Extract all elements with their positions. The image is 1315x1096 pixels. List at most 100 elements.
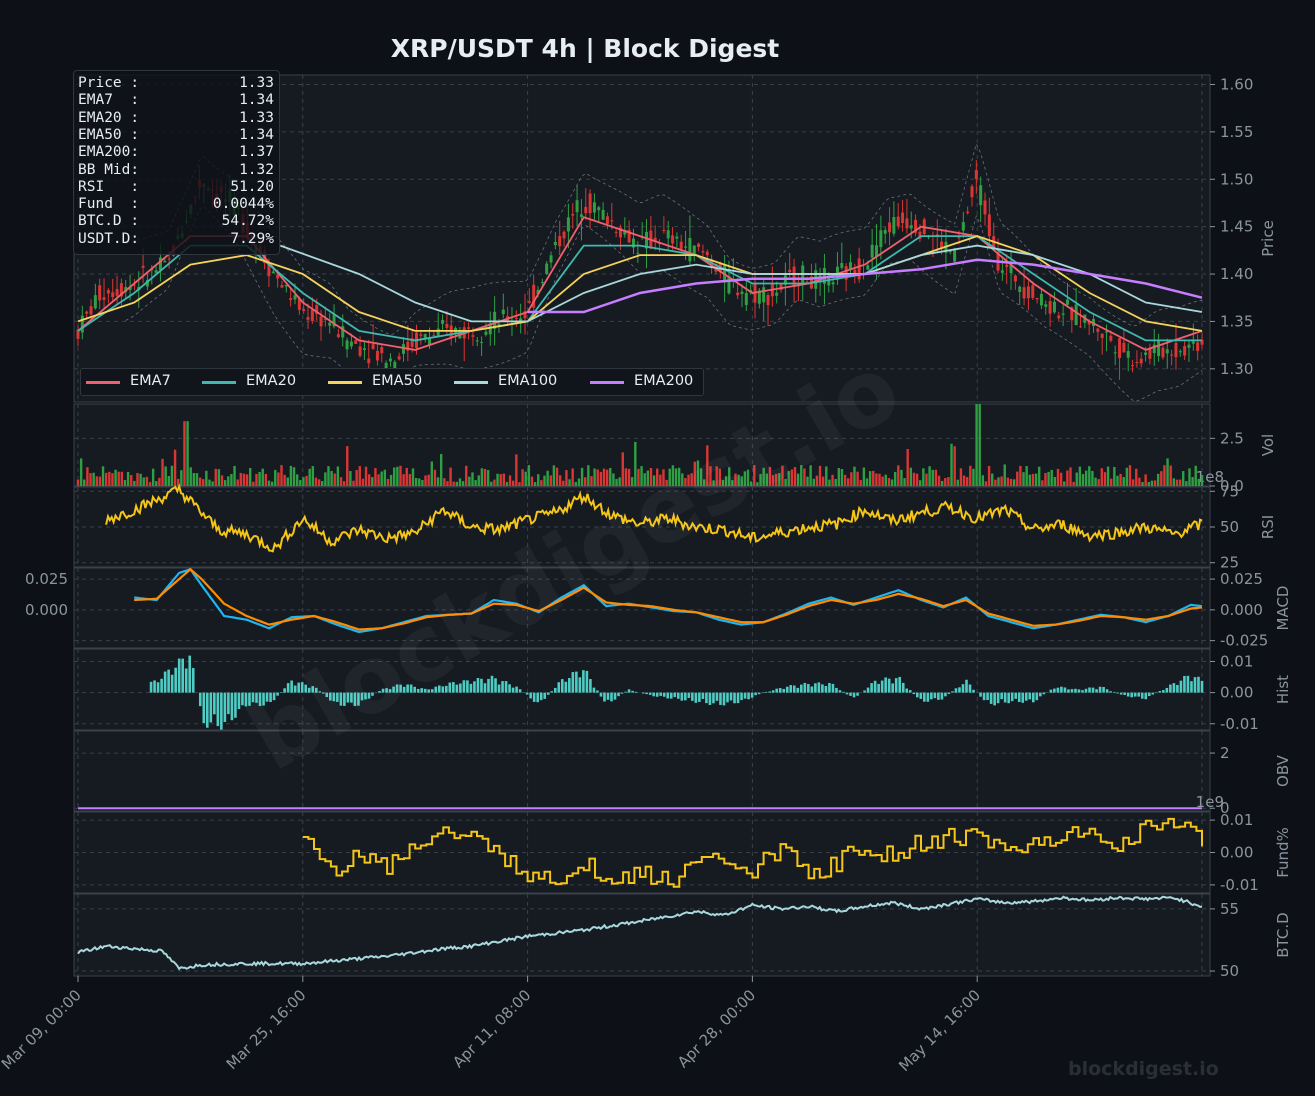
volume-bar bbox=[1175, 479, 1179, 486]
volume-bar bbox=[706, 445, 709, 486]
candle-body bbox=[93, 295, 97, 309]
info-key: BTC.D : bbox=[78, 213, 140, 230]
volume-bar bbox=[630, 477, 634, 486]
hist-bar bbox=[508, 684, 511, 693]
volume-bar bbox=[715, 466, 718, 486]
hist-bar bbox=[1176, 684, 1179, 693]
volume-bar bbox=[862, 467, 866, 486]
volume-bar bbox=[389, 474, 393, 486]
hist-bar bbox=[283, 688, 286, 693]
volume-bar bbox=[1025, 466, 1028, 486]
candle-body bbox=[679, 241, 683, 249]
volume-bar bbox=[1022, 472, 1025, 486]
volume-bar bbox=[173, 449, 177, 486]
hist-bar bbox=[782, 688, 786, 693]
candle-body bbox=[840, 263, 844, 268]
volume-bar bbox=[424, 475, 427, 486]
volume-bar bbox=[837, 468, 841, 486]
hist-bar bbox=[220, 692, 223, 730]
volume-bar bbox=[158, 477, 161, 486]
hist-bar bbox=[255, 692, 258, 703]
hist-bar bbox=[466, 680, 469, 693]
candle-body bbox=[814, 270, 818, 289]
volume-bar bbox=[89, 473, 92, 486]
volume-bar bbox=[330, 470, 333, 486]
candle-body bbox=[284, 284, 288, 287]
candle-body bbox=[319, 316, 323, 327]
info-key: EMA200: bbox=[78, 144, 140, 161]
hist-bar bbox=[1140, 692, 1144, 699]
hist-bar bbox=[553, 687, 557, 693]
volume-bar bbox=[130, 474, 133, 486]
candle-body bbox=[1196, 342, 1200, 351]
volume-bar bbox=[856, 471, 859, 486]
candle-body bbox=[532, 284, 536, 308]
volume-bar bbox=[900, 469, 903, 486]
hist-bar bbox=[880, 680, 884, 693]
hist-bar bbox=[1169, 684, 1172, 693]
hist-bar bbox=[958, 687, 961, 693]
hist-bar bbox=[311, 686, 315, 693]
volume-bar bbox=[295, 474, 299, 486]
volume-bar bbox=[574, 482, 578, 486]
candle-body bbox=[1022, 287, 1026, 299]
candle-body bbox=[388, 358, 392, 362]
candle-body bbox=[267, 262, 271, 277]
candle-body bbox=[336, 334, 340, 337]
candle-body bbox=[614, 231, 618, 233]
volume-bar bbox=[997, 477, 1000, 486]
volume-bar bbox=[114, 469, 117, 486]
hist-bar bbox=[385, 688, 388, 693]
volume-bar bbox=[687, 474, 690, 486]
y-tick-label: 0.01 bbox=[1220, 652, 1253, 670]
candle-body bbox=[124, 287, 128, 292]
hist-bar bbox=[631, 690, 634, 693]
hist-bar bbox=[1056, 687, 1060, 693]
candle-body bbox=[1018, 286, 1022, 292]
hist-bar bbox=[388, 689, 392, 693]
volume-bar bbox=[336, 466, 340, 486]
legend-label: EMA50 bbox=[372, 373, 423, 389]
volume-bar bbox=[803, 468, 806, 486]
volume-bar bbox=[324, 472, 327, 486]
candle-body bbox=[1178, 351, 1182, 353]
candle-body bbox=[645, 232, 649, 249]
y-tick-label: 55 bbox=[1220, 900, 1239, 918]
candle-body bbox=[788, 269, 792, 273]
candle-body bbox=[662, 229, 666, 231]
candle-body bbox=[293, 295, 297, 300]
hist-bar bbox=[1063, 687, 1067, 693]
candle-body bbox=[85, 311, 89, 314]
volume-bar bbox=[909, 467, 913, 486]
volume-bar bbox=[843, 474, 847, 486]
candle-body bbox=[349, 341, 353, 347]
volume-bar bbox=[1028, 474, 1031, 486]
y-tick-label: 50 bbox=[1220, 962, 1239, 980]
candle-body bbox=[618, 227, 622, 238]
candle-body bbox=[684, 246, 688, 248]
y-tick-label: 0.0 bbox=[1220, 477, 1244, 495]
hist-bar bbox=[473, 681, 476, 693]
volume-bar bbox=[903, 478, 906, 486]
hist-bar bbox=[434, 686, 438, 693]
volume-bar bbox=[991, 473, 994, 486]
volume-bar bbox=[126, 471, 130, 486]
volume-bar bbox=[508, 475, 512, 486]
candle-body bbox=[341, 326, 345, 338]
hist-bar bbox=[490, 675, 494, 693]
volume-bar bbox=[1056, 468, 1060, 486]
volume-bar bbox=[580, 467, 584, 486]
volume-bar bbox=[809, 465, 812, 486]
candle-body bbox=[588, 193, 592, 214]
hist-bar bbox=[891, 683, 894, 693]
candle-body bbox=[1113, 352, 1117, 354]
volume-bar bbox=[399, 465, 402, 486]
hist-bar bbox=[350, 692, 353, 703]
candle-body bbox=[523, 311, 527, 319]
hist-bar bbox=[592, 687, 596, 693]
y-tick-label: 0 bbox=[1220, 799, 1230, 817]
volume-bar bbox=[577, 478, 581, 486]
hist-bar bbox=[810, 686, 814, 693]
candle-body bbox=[562, 231, 566, 239]
hist-bar bbox=[873, 680, 877, 693]
